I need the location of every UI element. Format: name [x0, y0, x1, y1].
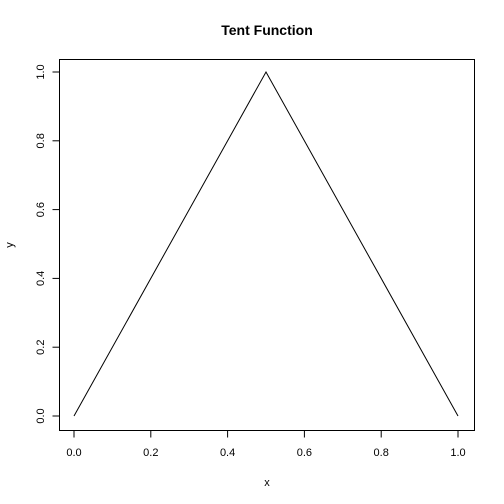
series-line — [73, 70, 459, 417]
x-tick-label: 0.2 — [143, 447, 158, 459]
y-axis-label: y — [4, 242, 16, 248]
x-tick-label: 0.6 — [297, 447, 312, 459]
y-tick-label: 0.2 — [35, 340, 47, 355]
x-tick-label: 0.0 — [66, 447, 81, 459]
y-tick-label: 1.0 — [35, 64, 47, 79]
y-tick-label: 0.8 — [35, 133, 47, 148]
x-tick-label: 0.4 — [220, 447, 235, 459]
y-tick-label: 0.0 — [35, 408, 47, 423]
plot-box — [59, 59, 475, 431]
x-tick-label: 1.0 — [450, 447, 465, 459]
y-axis: 0.0 0.2 0.4 0.6 0.8 1.0 — [35, 64, 60, 424]
x-axis: 0.0 0.2 0.4 0.6 0.8 1.0 — [66, 430, 466, 459]
y-tick-label: 0.6 — [35, 202, 47, 217]
y-tick-label: 0.4 — [35, 271, 47, 286]
chart-title: Tent Function — [221, 22, 313, 38]
x-axis-label: x — [264, 477, 270, 489]
x-tick-label: 0.8 — [374, 447, 389, 459]
